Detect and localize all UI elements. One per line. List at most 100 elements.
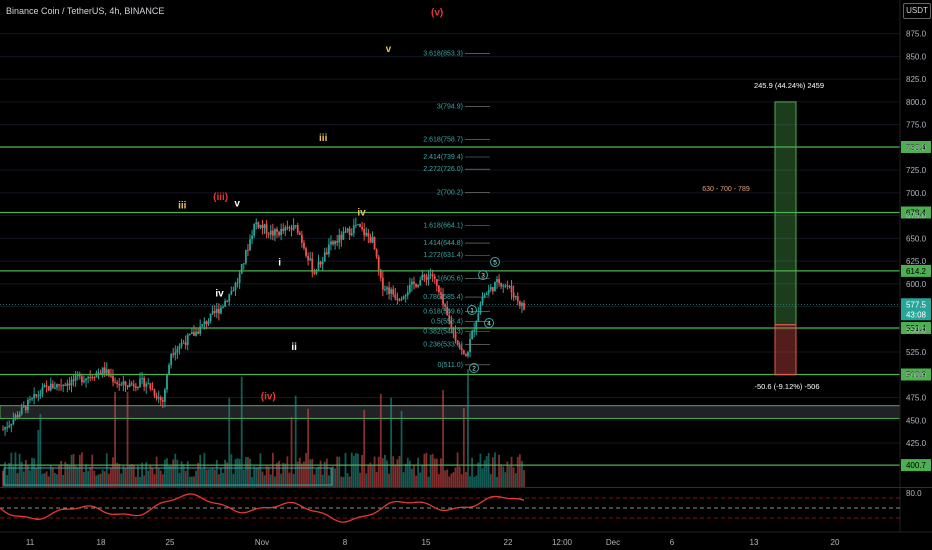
candle-body (207, 321, 210, 325)
candle-body (157, 397, 160, 399)
candle-body (350, 233, 353, 236)
candle-body (518, 301, 521, 306)
candle-body (153, 389, 156, 396)
candle-body (271, 230, 274, 236)
candle-body (199, 326, 202, 334)
indicator-tick: 80.0 (906, 489, 922, 498)
candle-body (215, 309, 218, 313)
candle-body (76, 375, 79, 377)
candle-body (498, 278, 500, 283)
candle-body (14, 415, 17, 420)
volume-bar (201, 468, 204, 487)
volume-bar (103, 471, 106, 487)
candle-body (89, 376, 92, 378)
candle-body (132, 384, 135, 387)
volume-bar (379, 393, 382, 487)
candle-body (496, 278, 498, 283)
fib-label: 0.618(569.6) (423, 308, 463, 315)
candle-body (462, 350, 465, 355)
candle-body (336, 241, 339, 243)
candle-body (255, 222, 258, 225)
candle-body (313, 272, 316, 274)
volume-bar (523, 470, 525, 487)
candle-body (294, 225, 297, 227)
volume-bar (207, 469, 210, 487)
candle-body (80, 376, 83, 383)
volume-bar (298, 457, 301, 487)
time-tick: Dec (606, 538, 620, 547)
candle-body (120, 384, 123, 386)
candle-body (502, 285, 505, 287)
volume-bar (321, 474, 324, 487)
volume-bar (489, 474, 492, 487)
volume-bar (398, 455, 401, 487)
rsi-line (0, 493, 525, 523)
fib-label: 2.272(726.0) (423, 166, 463, 173)
candle-body (506, 285, 509, 287)
candle-body (201, 324, 204, 327)
candle-body (203, 321, 206, 325)
currency-button[interactable]: USDT (903, 3, 931, 19)
candle-body (253, 224, 256, 236)
volume-bar (166, 458, 168, 487)
volume-bar (487, 453, 490, 487)
price-tick: 600.0 (906, 280, 927, 289)
volume-bar (462, 407, 465, 487)
price-tick: 550.0 (906, 325, 927, 334)
volume-bar (172, 459, 175, 487)
volume-bar (24, 459, 27, 487)
volume-bar (404, 463, 407, 487)
volume-bar (70, 454, 73, 487)
wave-circle (467, 305, 477, 315)
candle-body (359, 224, 361, 228)
volume-bar (296, 461, 299, 487)
volume-bar (101, 470, 104, 487)
volume-bar (222, 472, 224, 487)
volume-bar (153, 474, 156, 487)
candle-body (469, 339, 471, 353)
volume-bar (518, 454, 521, 487)
candle-body (456, 340, 459, 345)
volume-bar (134, 476, 137, 487)
candle-body (282, 228, 285, 231)
wave-label: (iii) (213, 192, 228, 203)
candle-body (415, 283, 417, 287)
volume-bar (330, 467, 332, 487)
candle-body (114, 381, 116, 383)
volume-bar (464, 471, 467, 487)
volume-bar (105, 453, 108, 487)
price-tick: 825.0 (906, 75, 927, 84)
wave-circle-label: 4 (487, 321, 491, 328)
volume-bar (365, 473, 368, 487)
volume-bar (288, 472, 291, 487)
candle-body (230, 291, 233, 295)
volume-bar (276, 462, 278, 487)
candle-body (373, 237, 376, 250)
wave-circle (469, 363, 479, 373)
candle-body (404, 295, 407, 297)
volume-bar (274, 476, 276, 487)
candle-body (87, 376, 90, 379)
price-tick: 650.0 (906, 234, 927, 243)
current-price-label: 577.5 (906, 300, 927, 309)
volume-bar (450, 473, 453, 487)
candle-body (315, 271, 318, 274)
candle-body (411, 281, 413, 285)
volume-bar (182, 464, 185, 487)
volume-bar (230, 454, 233, 487)
candle-body (367, 232, 370, 237)
candle-body (33, 394, 36, 399)
candle-body (398, 300, 401, 302)
candle-body (396, 298, 399, 301)
candle-body (384, 289, 386, 291)
candle-body (473, 329, 476, 331)
volume-bar (506, 461, 509, 487)
candle-body (298, 232, 301, 235)
candle-body (388, 287, 390, 294)
volume-bar (99, 473, 102, 487)
volume-bar (143, 475, 146, 487)
candle-body (188, 334, 191, 336)
candle-body (110, 375, 112, 377)
candle-body (485, 293, 488, 296)
